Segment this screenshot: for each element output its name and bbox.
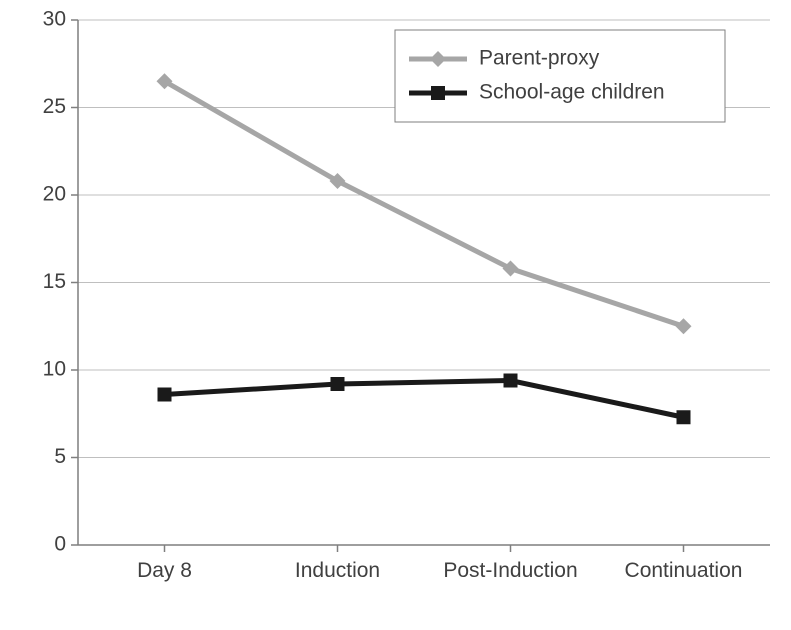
- legend-label: Parent-proxy: [479, 47, 600, 70]
- x-tick-label: Induction: [295, 559, 380, 582]
- x-tick-label: Day 8: [137, 559, 192, 582]
- y-tick-label: 5: [54, 445, 66, 468]
- y-tick-label: 20: [43, 183, 66, 206]
- x-tick-label: Post-Induction: [443, 559, 577, 582]
- square-marker: [331, 377, 345, 391]
- square-marker: [677, 410, 691, 424]
- chart-container: 0 5 10 15 20 25 30 Day 8 Induction Post-Induction…: [0, 0, 791, 630]
- y-tick-label: 0: [54, 533, 66, 556]
- y-tick-label: 10: [43, 358, 66, 381]
- square-marker: [504, 374, 518, 388]
- y-tick-label: 15: [43, 270, 66, 293]
- legend-label: School-age children: [479, 81, 665, 104]
- line-chart: 0 5 10 15 20 25 30 Day 8 Induction Post-Induction…: [0, 0, 791, 630]
- diamond-marker: [676, 318, 692, 334]
- x-tick-label: Continuation: [625, 559, 743, 582]
- y-tick-label: 25: [43, 95, 66, 118]
- series: [158, 374, 691, 425]
- series-line: [165, 381, 684, 418]
- square-marker: [158, 388, 172, 402]
- legend: Parent-proxy School-age children: [395, 30, 725, 122]
- y-tick-label: 30: [43, 8, 66, 31]
- square-marker: [431, 86, 445, 100]
